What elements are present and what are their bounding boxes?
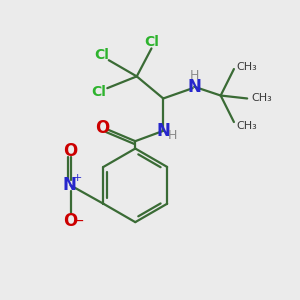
Text: N: N xyxy=(156,122,170,140)
Text: O: O xyxy=(95,119,109,137)
Text: −: − xyxy=(73,214,85,228)
Text: H: H xyxy=(168,129,177,142)
Text: O: O xyxy=(63,142,78,160)
Text: CH₃: CH₃ xyxy=(236,62,257,72)
Text: H: H xyxy=(190,69,199,82)
Text: Cl: Cl xyxy=(92,85,106,99)
Text: N: N xyxy=(187,78,201,96)
Text: Cl: Cl xyxy=(94,48,109,62)
Text: +: + xyxy=(72,173,82,183)
Text: O: O xyxy=(63,212,78,230)
Text: CH₃: CH₃ xyxy=(236,121,257,130)
Text: CH₃: CH₃ xyxy=(251,94,272,103)
Text: N: N xyxy=(63,176,77,194)
Text: Cl: Cl xyxy=(145,35,160,49)
